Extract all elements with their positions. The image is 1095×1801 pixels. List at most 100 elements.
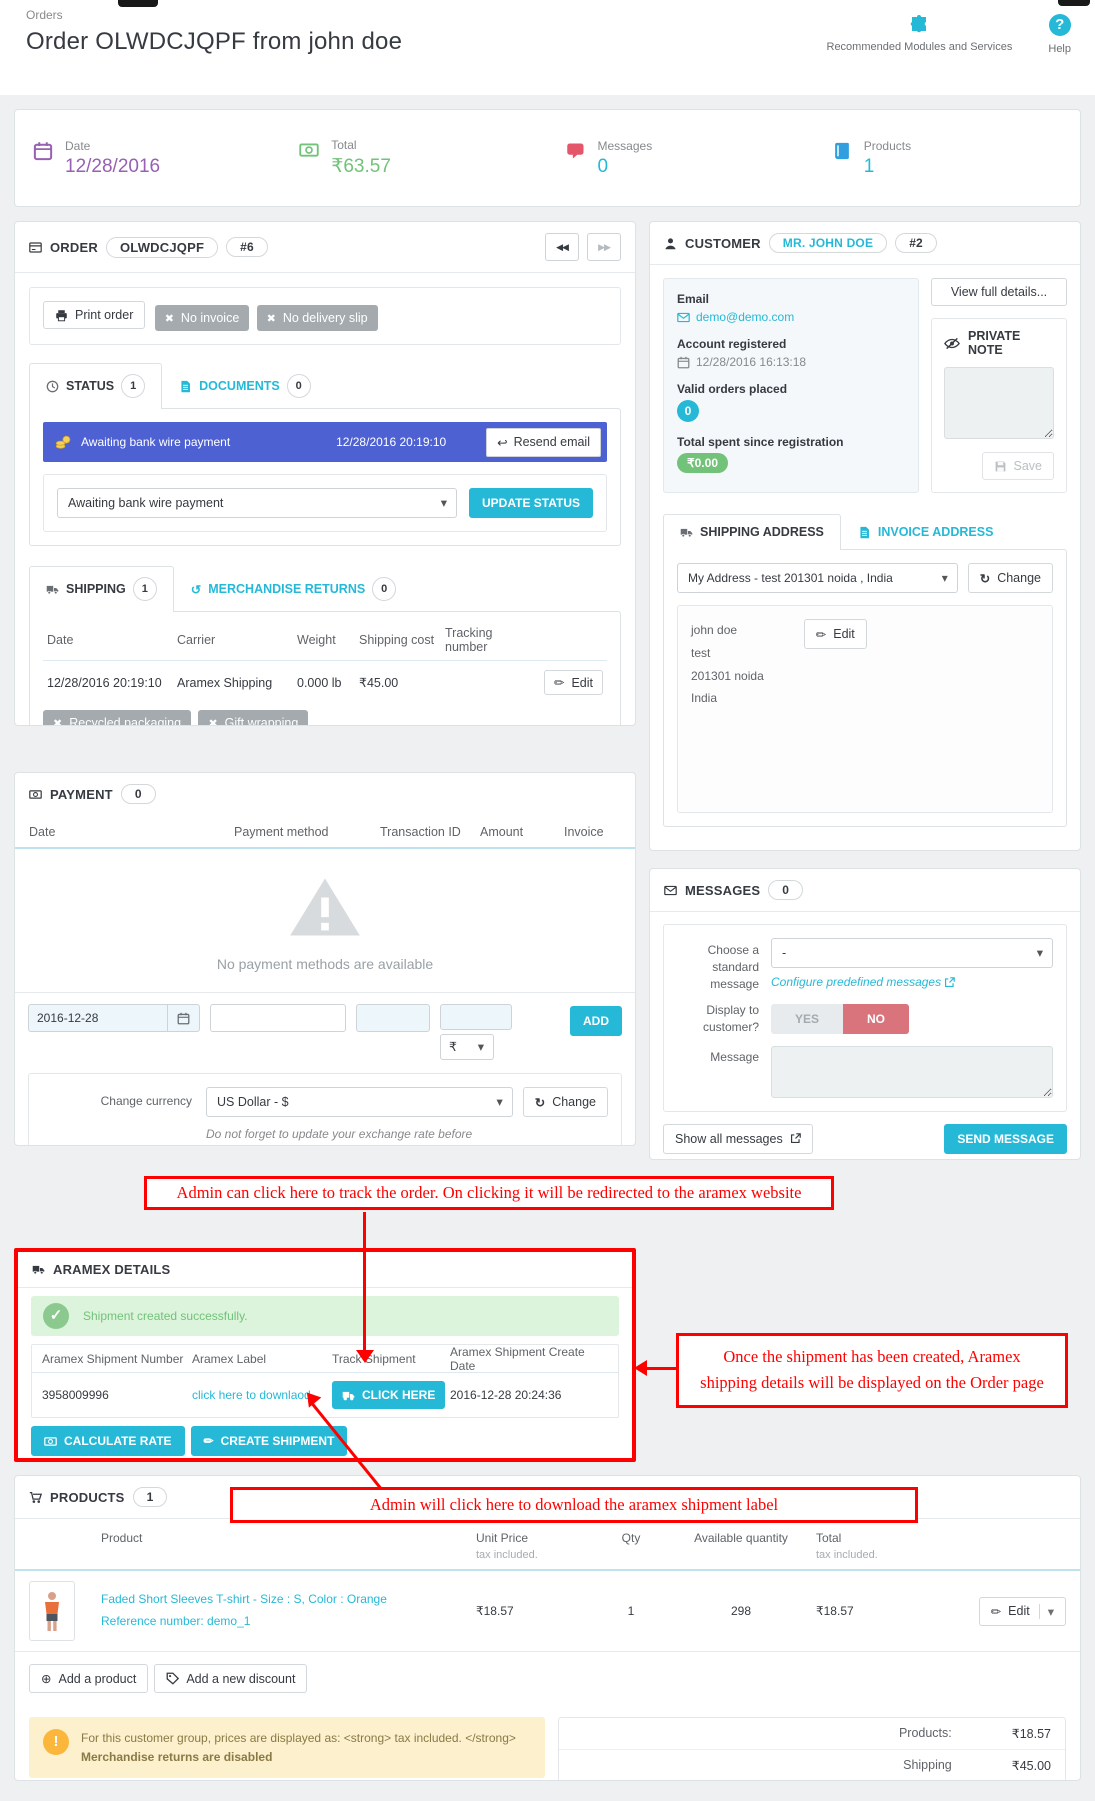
recommended-modules-button[interactable]: Recommended Modules and Services (827, 14, 1012, 55)
create-shipment-button[interactable]: ✏ CREATE SHIPMENT (190, 1426, 348, 1456)
customer-group-warning: ! For this customer group, prices are di… (29, 1717, 545, 1779)
summary-products: Products 1 (814, 139, 1080, 178)
calendar-icon (33, 141, 53, 161)
change-currency-select[interactable]: US Dollar - $ (206, 1087, 513, 1117)
tab-invoice-address[interactable]: INVOICE ADDRESS (841, 514, 1011, 549)
customer-number-pill: #2 (895, 233, 937, 253)
product-thumbnail[interactable] (29, 1581, 75, 1641)
customer-panel-title: CUSTOMER (685, 235, 761, 251)
calculate-rate-button[interactable]: CALCULATE RATE (31, 1426, 185, 1456)
track-shipment-button[interactable]: CLICK HERE (332, 1381, 446, 1409)
message-textarea[interactable] (771, 1045, 1053, 1098)
summary-total-value: ₹63.57 (331, 156, 391, 177)
warning-line2: Merchandise returns are disabled (81, 1749, 273, 1764)
save-note-button[interactable]: Save (981, 452, 1054, 480)
address-line: India (691, 691, 718, 706)
warning-icon: ! (43, 1729, 69, 1755)
tab-status[interactable]: STATUS 1 (29, 363, 163, 409)
add-discount-button[interactable]: Add a new discount (154, 1664, 308, 1693)
aramex-success-alert: ✓ Shipment created successfully. (31, 1296, 619, 1336)
aramex-shipment-number: 3958009996 (42, 1388, 109, 1402)
edit-shipping-button[interactable]: ✏ Edit (543, 670, 603, 695)
summary-total: Total ₹63.57 (281, 138, 547, 178)
order-reference-pill: OLWDCJQPF (105, 236, 219, 258)
summary-products-label: Products (863, 138, 912, 153)
summary-messages-label: Messages (597, 138, 653, 153)
configure-messages-link[interactable]: Configure predefined messages (771, 975, 942, 989)
money-icon (29, 788, 42, 801)
product-name-link[interactable]: Faded Short Sleeves T-shirt - Size : S, … (101, 1592, 387, 1607)
transaction-id-input[interactable] (356, 1004, 430, 1032)
exchange-note-line2: making this change. (206, 1143, 608, 1145)
tab-merchandise-returns[interactable]: ↺ MERCHANDISE RETURNS 0 (174, 566, 413, 611)
next-order-button[interactable]: ▶▶ (587, 233, 621, 261)
chevron-down-icon[interactable]: ▾ (1038, 1603, 1054, 1619)
toggle-yes[interactable]: YES (771, 1004, 844, 1035)
truck-icon (342, 1389, 355, 1402)
page-header: Orders Order OLWDCJQPF from john doe Rec… (0, 0, 1095, 95)
view-full-details-button[interactable]: View full details... (931, 278, 1067, 306)
edit-address-button[interactable]: ✏ Edit (803, 619, 867, 649)
address-select[interactable]: My Address - test 201301 noida , India (677, 563, 958, 593)
currency-select[interactable]: ₹ (440, 1034, 494, 1060)
breadcrumb[interactable]: Orders (26, 8, 63, 22)
send-message-button[interactable]: SEND MESSAGE (944, 1123, 1067, 1154)
change-address-button[interactable]: ↻ Change (967, 563, 1053, 593)
show-all-messages-button[interactable]: Show all messages (663, 1123, 813, 1154)
calendar-icon (677, 356, 690, 369)
tracking-number-cell (441, 661, 540, 705)
check-icon: ✓ (43, 1303, 69, 1329)
tab-shipping-address[interactable]: SHIPPING ADDRESS (663, 514, 841, 550)
annotation-arrowhead-left (634, 1360, 647, 1376)
previous-order-button[interactable]: ◀◀ (545, 233, 579, 261)
payment-date-input[interactable] (28, 1004, 168, 1032)
change-currency-label: Change currency (100, 1094, 192, 1108)
toggle-no[interactable]: NO (843, 1004, 910, 1035)
tab-documents[interactable]: DOCUMENTS 0 (162, 363, 328, 408)
message-label: Message (710, 1049, 759, 1064)
change-currency-button[interactable]: ↻ Change (522, 1087, 608, 1117)
resend-email-button[interactable]: ↩ Resend email (486, 427, 601, 457)
registered-date: 12/28/2016 16:13:18 (696, 355, 807, 369)
browser-artifact (118, 0, 158, 7)
tab-shipping[interactable]: SHIPPING 1 (29, 566, 174, 612)
printer-icon (55, 309, 68, 322)
order-totals-box: Products: ₹18.57 Shipping ₹45.00 Total ₹… (558, 1717, 1066, 1780)
shipping-tab-content: Date Carrier Weight Shipping cost Tracki… (29, 611, 621, 726)
order-summary-bar: Date 12/28/2016 Total ₹63.57 Messages 0 … (14, 109, 1081, 207)
calendar-addon[interactable] (168, 1004, 200, 1032)
standard-message-select[interactable]: - (771, 938, 1053, 968)
summary-date: Date 12/28/2016 (15, 139, 281, 178)
customer-name-pill[interactable]: MR. JOHN DOE (768, 233, 888, 253)
add-product-button[interactable]: ⊕ Add a product (29, 1664, 149, 1693)
payment-method-input[interactable] (210, 1004, 346, 1032)
customer-info-box: Email demo@demo.com Account registered 1… (663, 278, 919, 493)
returns-count-badge: 0 (372, 577, 397, 601)
add-payment-button[interactable]: ADD (570, 1006, 622, 1036)
tag-icon (166, 1672, 179, 1685)
status-select[interactable]: Awaiting bank wire payment (57, 488, 457, 518)
valid-orders-label: Valid orders placed (677, 382, 788, 396)
aramex-create-date: 2016-12-28 20:24:36 (450, 1388, 562, 1402)
shipping-row: 12/28/2016 20:19:10 Aramex Shipping 0.00… (43, 660, 607, 705)
amount-input[interactable] (440, 1004, 512, 1030)
private-note-box: PRIVATE NOTE Save (931, 318, 1067, 493)
download-label-link[interactable]: click here to downlaod (192, 1388, 311, 1402)
aramex-table: Aramex Shipment Number Aramex Label Trac… (31, 1344, 619, 1418)
totals-products-value: ₹18.57 (1011, 1727, 1051, 1741)
help-button[interactable]: ? Help (1048, 14, 1071, 55)
x-icon: ✖ (53, 717, 63, 726)
payment-count-pill: 0 (120, 784, 156, 804)
print-order-button[interactable]: Print order (43, 301, 146, 329)
annotation-arrow-down (363, 1212, 366, 1352)
customer-email[interactable]: demo@demo.com (696, 310, 795, 324)
undo-icon: ↺ (190, 582, 202, 597)
private-note-textarea[interactable] (944, 367, 1054, 439)
update-status-button[interactable]: UPDATE STATUS (469, 488, 593, 518)
product-qty: 1 (627, 1604, 635, 1618)
messages-panel: MESSAGES 0 Choose a standard message - C… (649, 868, 1081, 1160)
shipping-count-badge: 1 (132, 577, 157, 601)
aramex-shipment-row: 3958009996 click here to downlaod CLICK … (32, 1373, 618, 1417)
edit-product-button[interactable]: ✏ Edit ▾ (978, 1596, 1066, 1626)
x-icon: ✖ (164, 312, 174, 325)
